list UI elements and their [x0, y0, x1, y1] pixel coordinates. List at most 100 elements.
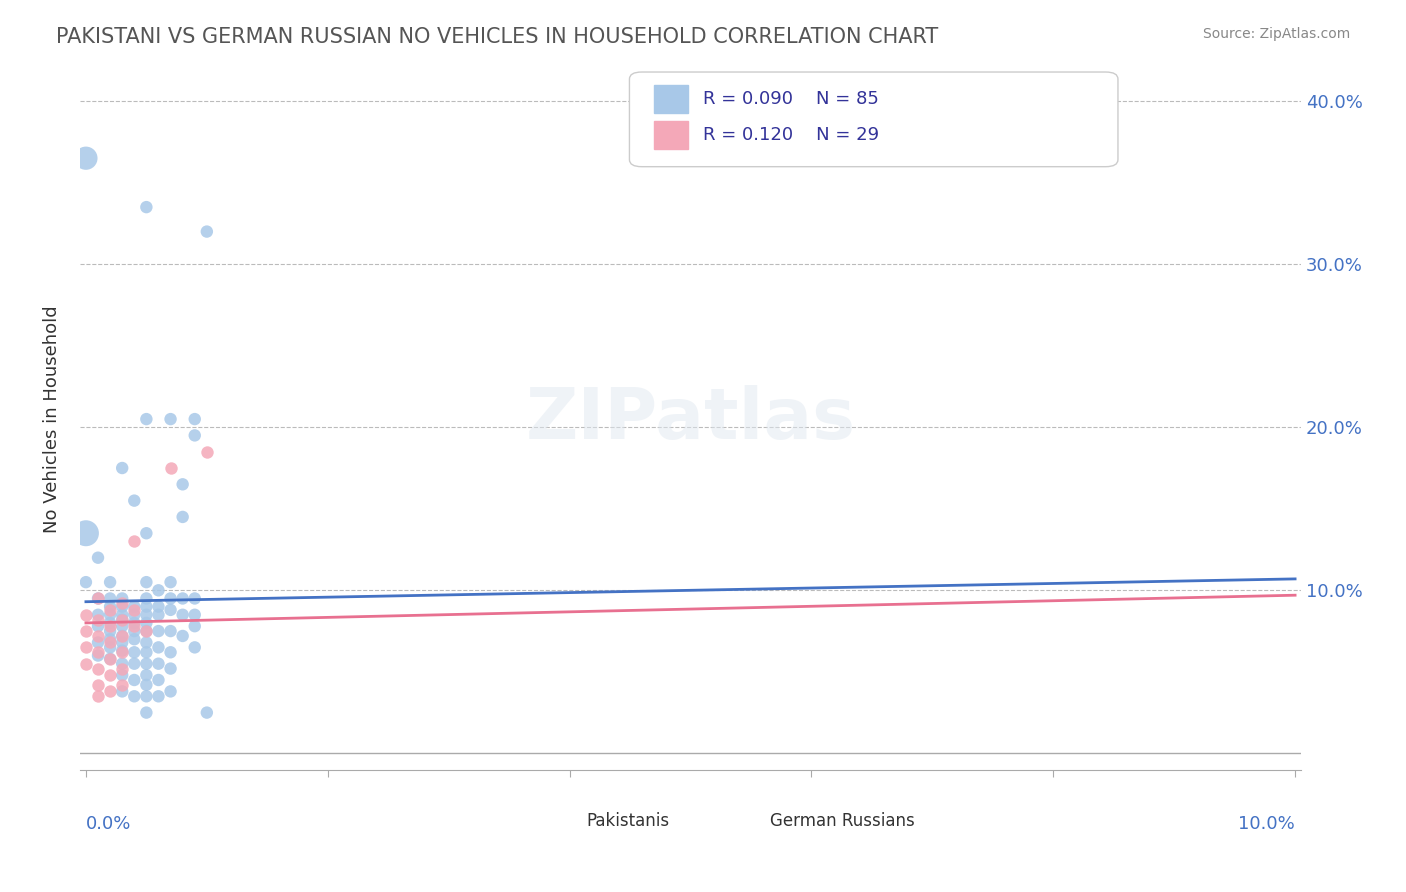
Point — [111, 662, 134, 676]
Point — [159, 575, 181, 590]
Point — [75, 657, 97, 671]
Point — [135, 607, 157, 622]
Text: R = 0.090    N = 85: R = 0.090 N = 85 — [703, 90, 879, 108]
Point — [172, 607, 194, 622]
Point — [184, 640, 207, 655]
Point — [87, 613, 110, 627]
Point — [159, 603, 181, 617]
Point — [111, 599, 134, 614]
Text: PAKISTANI VS GERMAN RUSSIAN NO VEHICLES IN HOUSEHOLD CORRELATION CHART: PAKISTANI VS GERMAN RUSSIAN NO VEHICLES … — [56, 27, 938, 46]
Point — [87, 550, 110, 565]
Point — [135, 668, 157, 682]
Text: 0.0%: 0.0% — [86, 815, 131, 833]
Point — [148, 690, 170, 704]
Point — [135, 575, 157, 590]
Point — [195, 444, 218, 458]
Text: German Russians: German Russians — [770, 812, 915, 830]
Point — [111, 678, 134, 692]
Point — [98, 607, 121, 622]
Point — [98, 624, 121, 638]
Point — [111, 629, 134, 643]
Point — [87, 619, 110, 633]
Point — [111, 461, 134, 475]
Point — [124, 493, 146, 508]
Point — [159, 662, 181, 676]
Y-axis label: No Vehicles in Household: No Vehicles in Household — [44, 305, 60, 533]
Point — [148, 640, 170, 655]
Point — [98, 591, 121, 606]
Point — [148, 599, 170, 614]
Point — [98, 615, 121, 630]
Point — [148, 673, 170, 687]
FancyBboxPatch shape — [654, 85, 688, 112]
Point — [111, 668, 134, 682]
Point — [75, 640, 97, 655]
Point — [98, 652, 121, 666]
Point — [135, 706, 157, 720]
Point — [98, 603, 121, 617]
Point — [87, 629, 110, 643]
Point — [124, 624, 146, 638]
Point — [124, 599, 146, 614]
Point — [159, 624, 181, 638]
Point — [75, 624, 97, 638]
Point — [124, 690, 146, 704]
Point — [184, 591, 207, 606]
Point — [111, 684, 134, 698]
FancyBboxPatch shape — [541, 797, 572, 820]
Point — [124, 657, 146, 671]
Point — [124, 673, 146, 687]
Point — [184, 607, 207, 622]
Point — [111, 596, 134, 610]
Point — [111, 645, 134, 659]
Text: R = 0.120    N = 29: R = 0.120 N = 29 — [703, 126, 879, 145]
Point — [135, 678, 157, 692]
Point — [87, 645, 110, 659]
Point — [87, 591, 110, 606]
Point — [98, 619, 121, 633]
Point — [87, 690, 110, 704]
Point — [124, 619, 146, 633]
Point — [148, 657, 170, 671]
Point — [135, 657, 157, 671]
Point — [184, 428, 207, 442]
Point — [98, 599, 121, 614]
Point — [195, 706, 218, 720]
Point — [124, 645, 146, 659]
Point — [98, 635, 121, 649]
Point — [124, 632, 146, 647]
Point — [148, 583, 170, 598]
Point — [75, 607, 97, 622]
Point — [159, 591, 181, 606]
Point — [135, 615, 157, 630]
Text: 10.0%: 10.0% — [1239, 815, 1295, 833]
Point — [135, 624, 157, 638]
Point — [184, 619, 207, 633]
Point — [159, 684, 181, 698]
Point — [172, 510, 194, 524]
Point — [195, 225, 218, 239]
Point — [75, 151, 97, 165]
Point — [135, 591, 157, 606]
Point — [87, 662, 110, 676]
Point — [159, 412, 181, 426]
Point — [87, 591, 110, 606]
FancyBboxPatch shape — [737, 797, 768, 820]
Point — [135, 526, 157, 541]
Point — [135, 690, 157, 704]
Point — [148, 607, 170, 622]
Point — [98, 575, 121, 590]
Point — [98, 640, 121, 655]
Point — [172, 629, 194, 643]
Point — [98, 668, 121, 682]
Point — [111, 607, 134, 622]
FancyBboxPatch shape — [654, 121, 688, 149]
Point — [172, 591, 194, 606]
Point — [98, 684, 121, 698]
Point — [98, 652, 121, 666]
Point — [111, 591, 134, 606]
Point — [124, 615, 146, 630]
Point — [111, 629, 134, 643]
Point — [124, 534, 146, 549]
Point — [98, 632, 121, 647]
